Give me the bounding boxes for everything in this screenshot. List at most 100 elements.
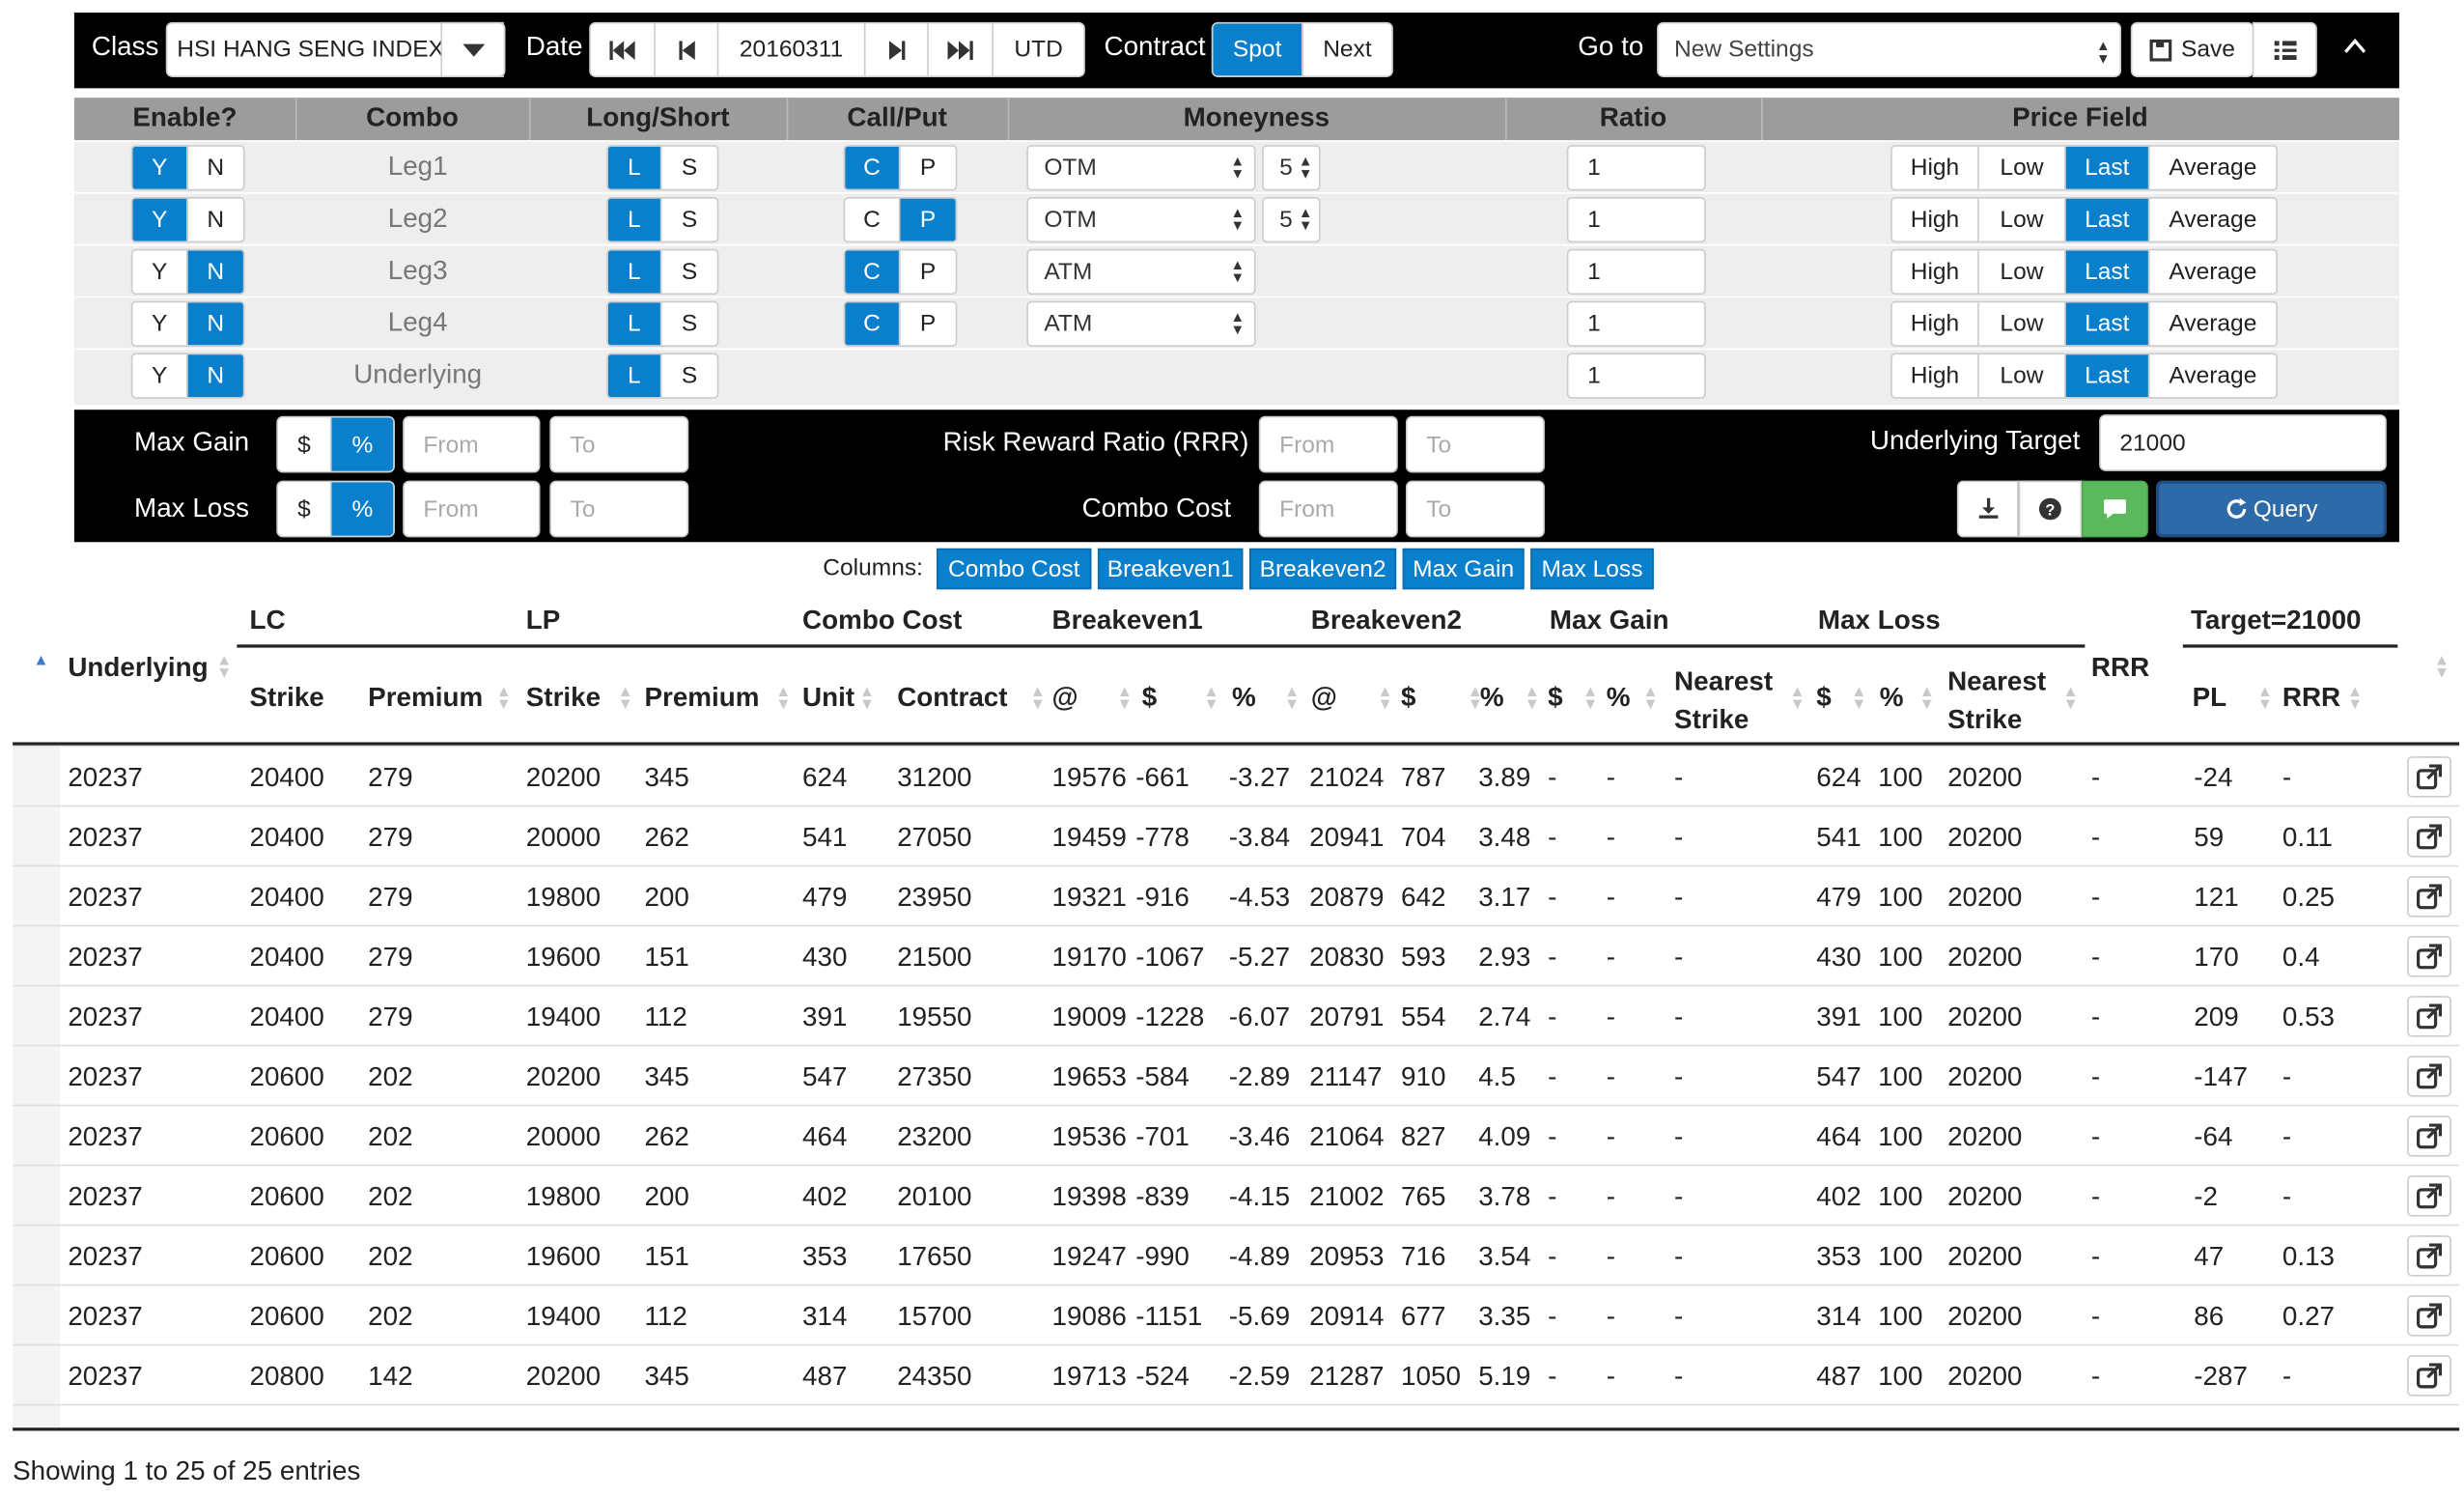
enable-no-button[interactable]: N	[207, 206, 225, 234]
open-detail-button[interactable]	[2407, 996, 2451, 1037]
sort-icon[interactable]: ▲ ▼	[1582, 684, 1599, 715]
col-be2-pct[interactable]: %	[1479, 682, 1504, 713]
column-toggle-max-gain[interactable]: Max Gain	[1402, 548, 1525, 590]
call-button[interactable]: C	[845, 198, 901, 241]
col-lc-premium[interactable]: Premium	[368, 682, 484, 713]
moneyness-level-select[interactable]: 5 ▲ ▼	[1262, 196, 1321, 243]
sort-icon[interactable]: ▲ ▼	[1789, 684, 1806, 715]
col-lp-premium[interactable]: Premium	[644, 682, 760, 713]
price-last-button[interactable]: Last	[2065, 250, 2150, 294]
long-button[interactable]: L	[607, 250, 662, 294]
rrr-to-input[interactable]: To	[1405, 415, 1545, 473]
open-detail-button[interactable]	[2407, 1235, 2451, 1277]
col-ml-nearest-strike[interactable]: Nearest Strike	[1947, 664, 2046, 739]
help-button[interactable]: ?	[2018, 480, 2083, 538]
ratio-input[interactable]: 1	[1566, 353, 1706, 399]
table-row[interactable]: 20237 20600 202 19400 112 314 15700 19086 -1151-…	[13, 1284, 2460, 1346]
price-low-button[interactable]: Low	[1979, 146, 2066, 189]
call-button[interactable]: C	[845, 146, 901, 189]
combo-cost-to-input[interactable]: To	[1405, 480, 1545, 538]
price-average-button[interactable]: Average	[2169, 362, 2257, 390]
max-gain-percent-button[interactable]: %	[331, 417, 394, 471]
sort-icon[interactable]: ▲ ▼	[617, 684, 633, 715]
col-mg-nearest-strike[interactable]: Nearest Strike	[1674, 664, 1773, 739]
price-low-button[interactable]: Low	[1979, 354, 2066, 398]
price-low-button[interactable]: Low	[1979, 250, 2066, 294]
price-last-button[interactable]: Last	[2065, 146, 2150, 189]
open-detail-button[interactable]	[2407, 816, 2451, 858]
moneyness-level-select[interactable]: 5 ▲ ▼	[1262, 145, 1321, 191]
col-unit[interactable]: Unit	[802, 682, 855, 713]
open-detail-button[interactable]	[2407, 1056, 2451, 1097]
price-last-button[interactable]: Last	[2065, 302, 2150, 346]
max-loss-to-input[interactable]: To	[549, 480, 689, 538]
sort-icon[interactable]: ▲ ▼	[2062, 684, 2079, 715]
sort-icon[interactable]: ▲ ▼	[1203, 684, 1219, 715]
long-button[interactable]: L	[607, 302, 662, 346]
enable-no-button[interactable]: N	[187, 302, 243, 346]
max-gain-dollar-button[interactable]: $	[278, 417, 332, 471]
sort-icon[interactable]: ▲ ▼	[1283, 684, 1301, 715]
call-button[interactable]: C	[845, 250, 901, 294]
open-detail-button[interactable]	[2407, 756, 2451, 798]
sort-icon[interactable]: ▲ ▼	[1029, 684, 1046, 715]
next-contract-button[interactable]: Next	[1323, 36, 1372, 64]
col-mg-dollar[interactable]: $	[1548, 682, 1563, 713]
open-detail-button[interactable]	[2407, 876, 2451, 918]
price-high-button[interactable]: High	[1892, 250, 1979, 294]
ratio-input[interactable]: 1	[1566, 248, 1706, 296]
sort-icon[interactable]: ▲ ▼	[1467, 684, 1483, 715]
utd-button[interactable]: UTD	[1014, 36, 1063, 64]
col-contract[interactable]: Contract	[897, 682, 1008, 713]
list-button[interactable]	[2252, 21, 2317, 77]
short-button[interactable]: S	[681, 206, 698, 234]
put-button[interactable]: P	[900, 198, 956, 241]
sort-icon[interactable]: ▲ ▼	[2346, 684, 2364, 715]
price-high-button[interactable]: High	[1892, 302, 1979, 346]
col-be2-dollar[interactable]: $	[1401, 682, 1416, 713]
moneyness-select[interactable]: OTM ▲ ▼	[1026, 196, 1256, 243]
table-row[interactable]: 20237 20600 202 20000 262 464 23200 19536 -701 -3…	[13, 1104, 2460, 1167]
column-toggle-max-loss[interactable]: Max Loss	[1530, 548, 1654, 590]
table-row[interactable]: 20237 20800 142 20200 345 487 24350 19713 -524 -2…	[13, 1343, 2460, 1406]
collapse-button[interactable]	[2342, 35, 2367, 63]
column-toggle-breakeven1[interactable]: Breakeven1	[1097, 548, 1244, 590]
col-ml-dollar[interactable]: $	[1816, 682, 1832, 713]
price-average-button[interactable]: Average	[2169, 154, 2257, 182]
goto-select[interactable]: New Settings ▲ ▼	[1657, 21, 2122, 77]
short-button[interactable]: S	[681, 258, 698, 286]
next-date-button[interactable]	[865, 23, 929, 76]
table-row[interactable]: 20237 20400 279 19400 112 391 19550 19009 -1228-…	[13, 984, 2460, 1047]
max-loss-from-input[interactable]: From	[403, 480, 541, 538]
date-input[interactable]: 20160311	[718, 23, 866, 76]
class-dropdown-button[interactable]	[440, 21, 506, 77]
ratio-input[interactable]: 1	[1566, 145, 1706, 191]
sort-icon[interactable]: ▲ ▼	[1642, 684, 1659, 715]
sort-icon[interactable]: ▲ ▼	[1377, 684, 1393, 715]
combo-cost-from-input[interactable]: From	[1258, 480, 1398, 538]
first-date-button[interactable]	[591, 23, 656, 76]
moneyness-select[interactable]: ATM ▲ ▼	[1026, 300, 1256, 347]
sort-icon[interactable]: ▲ ▼	[1524, 684, 1540, 715]
short-button[interactable]: S	[681, 154, 698, 182]
open-detail-button[interactable]	[2407, 1355, 2451, 1397]
price-high-button[interactable]: High	[1892, 354, 1979, 398]
col-underlying[interactable]: Underlying	[68, 652, 209, 683]
col-target-rrr[interactable]: RRR	[2282, 682, 2341, 713]
table-row[interactable]: 20237 20400 279 20200 345 624 31200 19576 -661 -3…	[13, 745, 2460, 807]
enable-no-button[interactable]: N	[207, 154, 225, 182]
ratio-input[interactable]: 1	[1566, 196, 1706, 243]
enable-yes-button[interactable]: Y	[132, 354, 188, 398]
column-toggle-breakeven2[interactable]: Breakeven2	[1248, 548, 1397, 590]
underlying-target-input[interactable]: 21000	[2099, 414, 2387, 471]
price-high-button[interactable]: High	[1892, 146, 1979, 189]
table-row[interactable]: 20237 20400 279 20000 262 541 27050 19459 -778 -3…	[13, 805, 2460, 867]
price-low-button[interactable]: Low	[1979, 198, 2066, 241]
sort-icon[interactable]: ▲ ▼	[775, 684, 792, 715]
sort-icon[interactable]: ▲ ▼	[1851, 684, 1867, 715]
sort-icon[interactable]: ▲ ▼	[1918, 684, 1935, 715]
open-detail-button[interactable]	[2407, 1116, 2451, 1157]
call-button[interactable]: C	[845, 302, 901, 346]
short-button[interactable]: S	[681, 310, 698, 338]
long-button[interactable]: L	[607, 198, 662, 241]
